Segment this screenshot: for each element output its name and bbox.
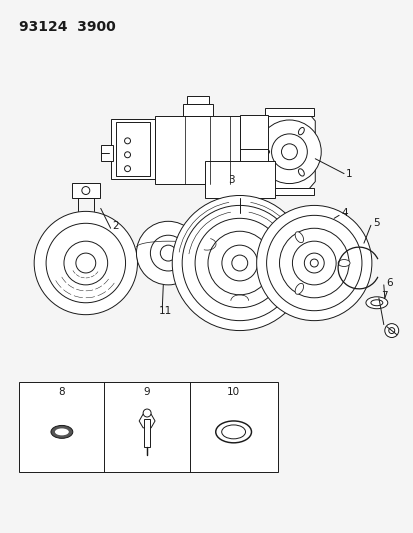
Bar	[110, 119, 155, 179]
Bar	[115, 122, 150, 175]
Circle shape	[46, 223, 125, 303]
Circle shape	[124, 166, 130, 172]
Ellipse shape	[337, 260, 349, 266]
Circle shape	[207, 231, 271, 295]
Circle shape	[256, 205, 371, 321]
Circle shape	[384, 324, 398, 337]
Circle shape	[64, 241, 107, 285]
Circle shape	[124, 152, 130, 158]
Circle shape	[271, 134, 306, 169]
Circle shape	[34, 212, 137, 314]
Ellipse shape	[298, 127, 304, 135]
Circle shape	[160, 245, 176, 261]
Text: 11: 11	[158, 306, 171, 316]
Ellipse shape	[370, 300, 382, 306]
Text: 93124  3900: 93124 3900	[19, 20, 116, 34]
Ellipse shape	[294, 232, 303, 243]
Circle shape	[388, 328, 394, 334]
Bar	[264, 108, 313, 116]
Bar	[72, 183, 100, 198]
Circle shape	[150, 235, 186, 271]
Circle shape	[257, 120, 320, 183]
Ellipse shape	[221, 425, 245, 439]
Circle shape	[82, 187, 90, 195]
Circle shape	[76, 253, 95, 273]
Polygon shape	[264, 114, 315, 189]
Circle shape	[281, 144, 297, 160]
Circle shape	[182, 205, 297, 321]
Bar	[155, 116, 239, 183]
Text: 6: 6	[385, 278, 392, 288]
Ellipse shape	[261, 149, 269, 154]
Bar	[239, 115, 267, 182]
Circle shape	[310, 259, 318, 267]
Bar	[183, 104, 212, 116]
Bar	[100, 145, 112, 161]
Circle shape	[292, 241, 335, 285]
Ellipse shape	[215, 421, 251, 443]
Text: 10: 10	[226, 387, 240, 397]
Ellipse shape	[51, 425, 73, 438]
Bar	[187, 96, 209, 104]
Circle shape	[143, 409, 151, 417]
Text: 7: 7	[380, 291, 387, 301]
Polygon shape	[139, 414, 155, 428]
Ellipse shape	[55, 429, 69, 435]
Circle shape	[124, 138, 130, 144]
Text: 2: 2	[112, 221, 119, 231]
Ellipse shape	[298, 169, 304, 176]
Text: 1: 1	[345, 168, 352, 179]
Bar	[204, 161, 274, 198]
Text: 4: 4	[340, 208, 347, 219]
Circle shape	[279, 228, 348, 298]
Text: 5: 5	[372, 219, 379, 228]
Circle shape	[221, 245, 257, 281]
Text: 3: 3	[227, 175, 234, 184]
Circle shape	[304, 253, 323, 273]
Bar	[264, 188, 313, 196]
Circle shape	[136, 221, 199, 285]
Circle shape	[195, 219, 284, 308]
Text: 9: 9	[143, 387, 150, 397]
Circle shape	[231, 255, 247, 271]
Ellipse shape	[294, 284, 303, 294]
Circle shape	[172, 196, 306, 330]
Text: 8: 8	[58, 387, 65, 397]
Bar	[19, 382, 277, 472]
Ellipse shape	[365, 297, 387, 309]
Bar	[144, 419, 150, 447]
Circle shape	[266, 215, 361, 311]
